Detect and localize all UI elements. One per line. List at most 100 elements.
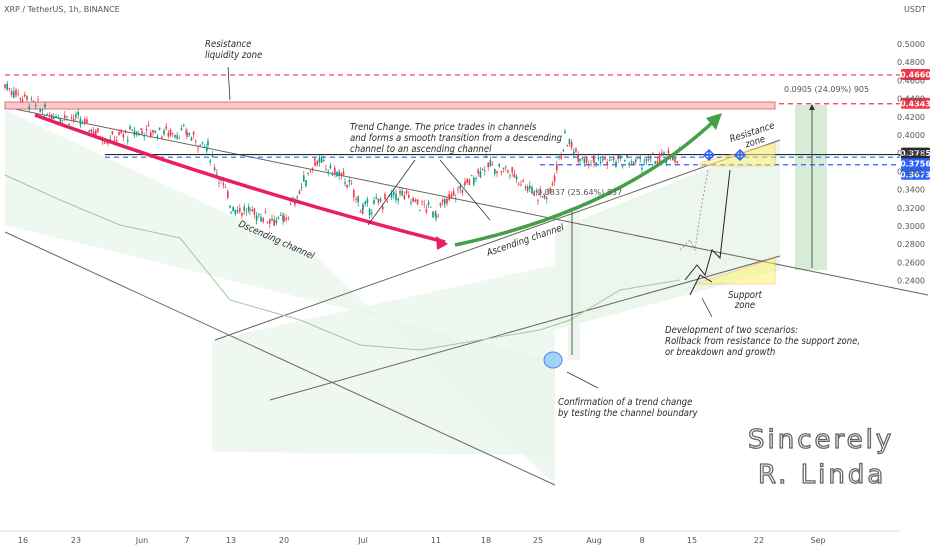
candle-body [323,160,325,161]
signature-line-1: Sincerely [748,425,894,455]
candle-body [172,133,174,135]
candle-body [331,173,334,176]
x-tick-label: 8 [639,536,644,545]
candle-body [397,198,399,201]
candle-body [307,172,309,175]
candle-body [24,94,26,97]
x-tick-label: 23 [71,536,81,545]
candle-body [481,169,484,170]
candle-body [156,136,159,138]
candle-body [348,179,351,183]
candle-body [203,146,206,148]
candle-body [475,177,477,180]
target-icon [702,148,747,162]
candle-body [133,130,136,136]
descending-arrowhead [436,236,448,250]
candle-body [579,158,581,162]
candle-body [632,161,635,166]
candle-body [336,171,338,177]
y-tick-label: 0.3600 [897,167,925,176]
candle-body [562,149,565,152]
candle-body [470,174,473,176]
candle-body [213,167,216,171]
candle-body [334,167,336,174]
candle-body [419,209,421,211]
candle-body [103,142,106,144]
candle-body [55,116,57,118]
candle-body [220,179,222,181]
candle-body [441,199,444,203]
candle-body [639,157,641,159]
resistance-liquidity-label: Resistance liquidity zone [205,39,262,61]
candle-body [650,156,652,159]
x-tick-label: 20 [279,536,289,545]
candle-body [518,183,520,185]
candle-body [477,169,479,174]
candle-body [4,84,6,88]
y-tick-label: 0.4200 [897,113,925,122]
candle-body [511,167,513,173]
candle-body [273,219,275,226]
candle-body [384,193,386,200]
candle-body [393,191,395,195]
candle-body [167,132,170,137]
candle-body [592,156,594,158]
candle-body [543,195,546,199]
candle-body [247,206,250,211]
y-tick-label: 0.3400 [897,186,925,195]
y-tick-label: 0.4000 [897,131,925,140]
candle-body [410,202,412,204]
candle-body [551,183,554,186]
candle-body [509,175,511,177]
level-badge [901,97,930,109]
candle-body [597,157,600,160]
candle-body [412,197,414,202]
candle-body [143,135,145,137]
candle-body [382,206,384,210]
candle-body [645,158,648,162]
candle-body [556,164,558,171]
candle-body [432,211,434,218]
candle-body [434,213,436,215]
candle-body [496,171,498,173]
candle-body [192,131,195,135]
candle-body [66,116,68,118]
candle-body [88,130,90,132]
candle-body [131,129,133,131]
candle-body [229,205,231,208]
candle-body [654,161,656,164]
candle-body [403,195,406,200]
candle-body [581,158,583,160]
candle-body [628,163,630,166]
candle-body [245,211,248,213]
candle-body [327,171,329,173]
candle-body [602,158,604,161]
candle-body [641,167,643,170]
y-tick-label: 0.2600 [897,258,925,267]
candle-body [243,206,245,211]
candle-body [487,162,489,168]
support-zone-label: Support zone [728,290,762,311]
candle-body [637,157,639,159]
candle-body [427,202,430,205]
candle-body [122,134,125,138]
growth-scenario-path [684,169,731,281]
candle-body [575,148,577,152]
candle-body [338,171,340,176]
candle-body [318,157,321,163]
measure-label-2: 0.0905 (24.09%) 905 [784,85,869,94]
candle-body [577,154,579,162]
y-tick-label: 0.4800 [897,58,925,67]
candle-body [549,188,551,192]
level-badge [901,168,930,180]
candle-body [423,203,425,205]
candle-body [342,171,345,175]
candle-body [526,186,529,192]
candle-body [537,200,539,202]
candle-body [314,162,316,166]
candle-body [239,207,241,212]
candle-body [199,144,201,146]
candle-body [485,155,487,158]
candle-body [541,196,544,198]
